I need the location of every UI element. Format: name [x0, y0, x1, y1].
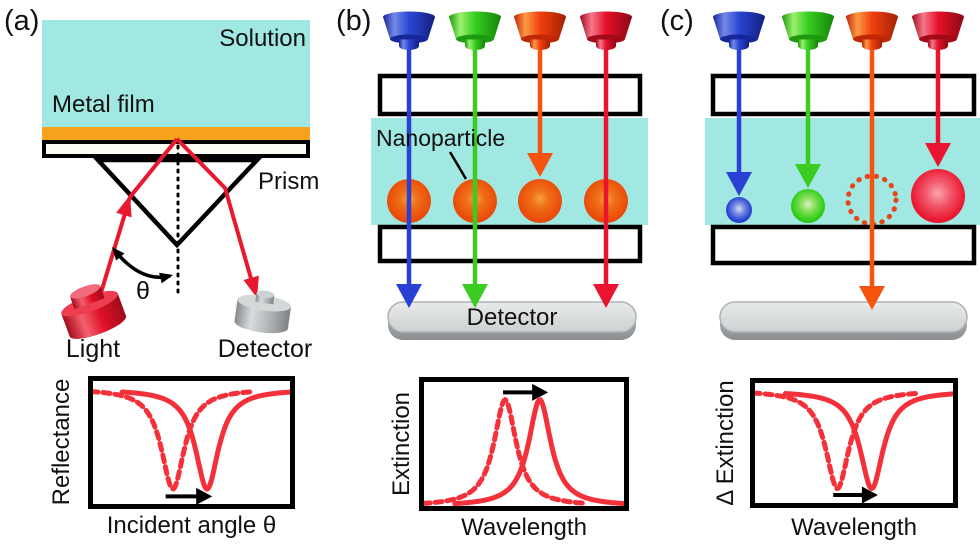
extinction-vs-wavelength-chart — [419, 377, 629, 511]
small-blue-nanoparticle — [726, 197, 752, 223]
medium-green-nanoparticle — [791, 189, 825, 223]
light-source-blue — [713, 11, 765, 50]
panel-c-graphics — [705, 73, 980, 340]
light-source-green — [782, 11, 834, 50]
large-red-nanoparticle — [911, 169, 965, 223]
panel-b-tag: (b) — [336, 5, 372, 37]
light-source-orange — [846, 11, 898, 50]
light-source-red — [912, 11, 964, 50]
bottom-glass-slide — [710, 224, 977, 266]
y-axis-label-delta-extinction: Δ Extinction — [712, 380, 739, 506]
light-source-lamp — [61, 284, 127, 339]
theta-label: θ — [136, 277, 150, 305]
solution-label: Solution — [219, 25, 306, 52]
shift-arrow-head — [532, 383, 549, 401]
detector-label: Detector — [217, 335, 313, 363]
beam-arrowhead-orange — [859, 286, 885, 310]
theta-arc-arrowhead-left — [112, 247, 125, 261]
beam-arrowhead-green — [462, 284, 488, 308]
beam-arrowhead-red — [593, 284, 619, 308]
metal-film-label: Metal film — [52, 91, 155, 118]
panel-a-graphics — [42, 20, 310, 339]
detector-slab-label: Detector — [466, 304, 558, 331]
light-label: Light — [65, 335, 121, 363]
shift-arrow-head — [861, 486, 878, 504]
light-source-orange — [514, 11, 566, 50]
beams-layer — [396, 47, 951, 310]
shift-arrow-head — [196, 487, 213, 505]
detector-device — [234, 290, 292, 334]
plot-frame — [419, 377, 629, 511]
panel-c-tag: (c) — [660, 5, 694, 37]
beam-arrowhead-orange — [527, 153, 553, 177]
x-axis-label-incident-angle: Incident angle θ — [106, 512, 277, 539]
glass-slide — [42, 140, 310, 158]
plot-frame — [88, 376, 295, 509]
beam-arrowhead-blue — [396, 284, 422, 308]
nanoparticle-sphere — [518, 179, 562, 223]
nanoparticle-label: Nanoparticle — [376, 125, 506, 151]
theta-arc-arrowhead-right — [159, 272, 173, 284]
curve-dashed — [88, 389, 257, 492]
incident-ray-arrowhead — [116, 195, 132, 218]
beam-arrowhead-red — [925, 143, 951, 167]
detector-slab — [387, 301, 637, 340]
metal-film-layer — [42, 127, 310, 140]
curve-dashed — [750, 390, 919, 492]
top-glass-slide — [377, 73, 643, 117]
reflected-ray — [175, 137, 256, 290]
plot-frame — [750, 378, 958, 508]
y-axis-label-reflectance: Reflectance — [48, 378, 75, 506]
light-source-green — [449, 11, 501, 50]
beam-arrowhead-blue — [726, 172, 752, 196]
panel-a-tag: (a) — [4, 5, 40, 37]
curve-solid — [782, 391, 958, 492]
x-axis-label-wavelength-c: Wavelength — [791, 514, 917, 541]
detector-slab — [719, 301, 968, 340]
curve-solid — [119, 389, 295, 492]
reflectance-vs-angle-chart — [88, 376, 295, 509]
y-axis-label-extinction: Extinction — [388, 391, 415, 497]
lamps-layer — [383, 11, 964, 50]
delta-extinction-vs-wavelength-chart — [750, 378, 958, 508]
beam-arrowhead-green — [795, 164, 821, 188]
light-source-blue — [383, 11, 435, 50]
solution-region — [42, 20, 310, 127]
light-source-red — [580, 11, 632, 50]
curve-dashed — [420, 396, 590, 506]
curve-solid — [452, 397, 629, 507]
nanoparticle-leader-line — [448, 151, 468, 180]
x-axis-label-wavelength-b: Wavelength — [461, 514, 587, 541]
bottom-glass-slide — [377, 224, 643, 264]
top-glass-slide — [710, 73, 977, 117]
prism-label: Prism — [258, 168, 320, 195]
reflected-ray-arrowhead — [243, 275, 259, 298]
